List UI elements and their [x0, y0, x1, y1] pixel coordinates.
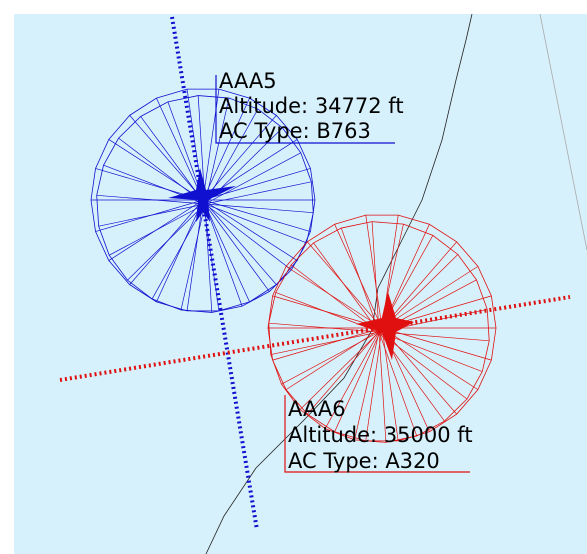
wireframe: [381, 327, 479, 390]
wireframe: [204, 152, 301, 205]
wireframe: [365, 215, 383, 329]
wireframe: [378, 331, 387, 443]
wireframe: [202, 199, 277, 285]
boundary-line: [205, 13, 473, 554]
altitude: Altitude: 34772 ft: [219, 94, 404, 118]
wireframe: [354, 331, 380, 440]
label-leader: [284, 395, 470, 473]
callsign: AAA6: [288, 397, 346, 421]
wireframe: [96, 194, 206, 205]
wireframe: [108, 139, 204, 201]
wireframe: [290, 264, 380, 333]
wireframe: [307, 327, 383, 415]
wireframe: [156, 97, 204, 201]
wireframe: [202, 199, 250, 303]
wireframe: [127, 203, 206, 281]
wireframe: [98, 203, 206, 227]
wireframe: [299, 331, 380, 410]
wireframe: [186, 199, 204, 311]
wireframe: [109, 203, 206, 256]
wireframe: [202, 168, 311, 201]
ac-type: AC Type: A320: [288, 449, 440, 473]
map-background: [14, 14, 587, 554]
wireframe: [204, 203, 243, 307]
wireframe: [202, 115, 277, 201]
callsign: AAA5: [219, 69, 277, 93]
wireframe: [204, 181, 312, 205]
wireframe: [151, 203, 206, 300]
wireframe: [204, 203, 292, 271]
wireframe: [378, 331, 490, 342]
wireframe: [381, 266, 479, 329]
ac-type: AC Type: B763: [219, 119, 371, 143]
wireframe: [129, 115, 204, 201]
wireframe: [270, 331, 380, 355]
wireframe: [365, 327, 383, 441]
wireframe: [156, 199, 204, 303]
wireframe: [313, 242, 380, 333]
track-blue: [170, 16, 259, 531]
wireframe: [140, 116, 206, 205]
aircraft-icon: [168, 168, 236, 222]
wireframe: [204, 203, 213, 313]
wireframe: [204, 108, 259, 205]
aircraft-icon: [356, 292, 414, 360]
wireframe: [285, 327, 383, 390]
altitude: Altitude: 35000 ft: [288, 423, 473, 447]
wireframe: [285, 266, 383, 329]
wireframe: [202, 199, 298, 261]
wireframe: [180, 203, 206, 311]
wireframe: [334, 327, 383, 432]
wireframe: [381, 327, 399, 441]
label-leader: [215, 75, 395, 144]
wireframe: [381, 327, 492, 361]
wireframe: [324, 331, 380, 429]
wireframe: [340, 227, 380, 333]
wireframe: [272, 327, 383, 361]
wireframe: [268, 322, 380, 333]
wireframe: [334, 224, 383, 329]
wireframe: [202, 199, 311, 232]
wireframe: [204, 203, 307, 244]
wireframe: [371, 221, 380, 333]
wireframe: [202, 97, 250, 201]
wireframe: [204, 203, 314, 214]
wireframe: [281, 331, 380, 385]
wireframe: [378, 331, 483, 372]
boundary-line: [539, 13, 587, 251]
track-red: [59, 295, 571, 382]
wireframe: [204, 203, 270, 292]
